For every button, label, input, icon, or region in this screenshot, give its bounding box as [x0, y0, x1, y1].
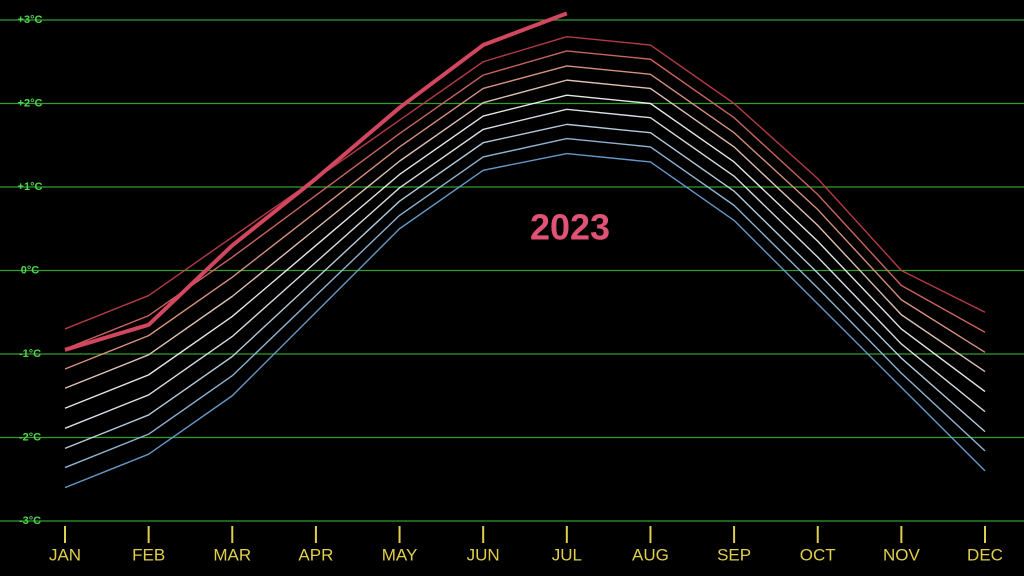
- series-line: [64, 137, 986, 469]
- x-tick-label: JUN: [467, 545, 500, 564]
- y-tick-label: -3°C: [19, 515, 41, 527]
- y-tick-label: 0°C: [21, 264, 40, 276]
- series-line: [64, 108, 986, 429]
- series-line: [64, 79, 986, 389]
- series-line: [64, 50, 986, 350]
- series-line: [64, 152, 986, 489]
- x-tick-label: NOV: [883, 545, 921, 564]
- highlight-line: [64, 11, 568, 352]
- y-tick-label: +1°C: [18, 181, 43, 193]
- series-line: [64, 65, 986, 370]
- x-tick-label: OCT: [800, 545, 836, 564]
- y-tick-label: -1°C: [19, 348, 41, 360]
- x-tick-label: DEC: [967, 545, 1003, 564]
- x-tick-label: SEP: [717, 545, 751, 564]
- series-line: [64, 94, 986, 409]
- series-line: [64, 123, 986, 450]
- series-line: [64, 36, 986, 330]
- x-tick-label: APR: [298, 545, 333, 564]
- x-tick-label: MAR: [213, 545, 251, 564]
- x-tick-label: JUL: [552, 545, 582, 564]
- x-tick-label: AUG: [632, 545, 669, 564]
- y-tick-label: -2°C: [19, 431, 41, 443]
- y-tick-label: +3°C: [18, 14, 43, 26]
- x-tick-label: FEB: [132, 545, 165, 564]
- y-tick-label: +2°C: [18, 97, 43, 109]
- x-tick-label: JAN: [49, 545, 81, 564]
- x-tick-label: MAY: [382, 545, 418, 564]
- year-annotation: 2023: [530, 207, 610, 248]
